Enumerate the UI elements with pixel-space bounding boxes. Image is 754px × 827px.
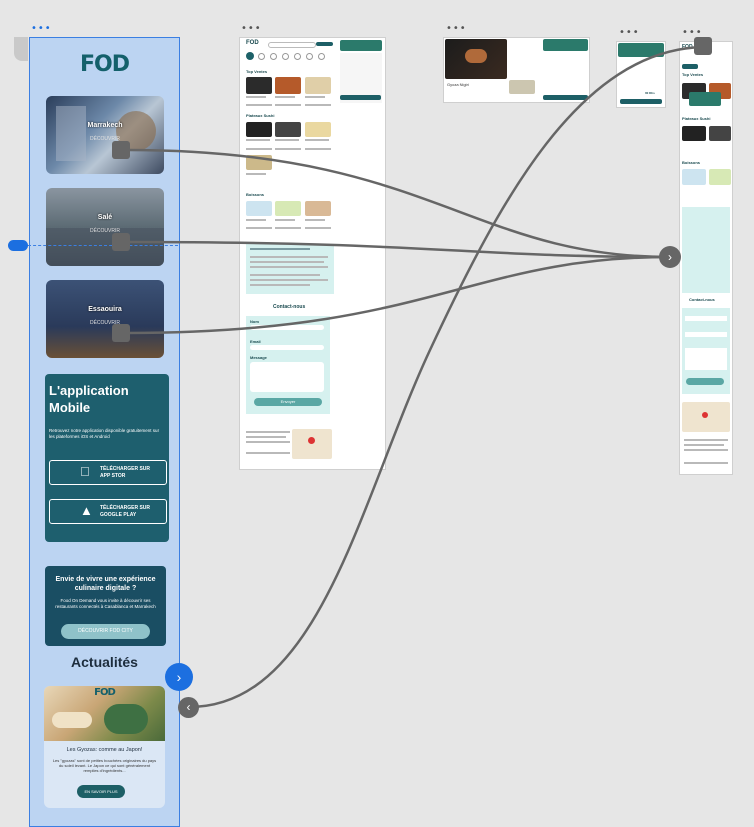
chevron-left-icon[interactable]: ‹ xyxy=(178,697,199,718)
android-icon: ▲ xyxy=(80,503,93,518)
preview-frame-product[interactable]: Gyoza Nigiri xyxy=(443,37,590,103)
contact-title: Contact-nous xyxy=(689,297,715,302)
fod-logo: FOD xyxy=(80,52,130,77)
send-button: Envoyer xyxy=(254,398,322,406)
city-card-sale[interactable]: Salé DÉCOUVRIR xyxy=(46,188,164,266)
chevron-right-icon[interactable]: › xyxy=(659,246,681,268)
discover-fod-city-button[interactable]: DÉCOUVRIR FOD CITY xyxy=(61,624,150,639)
city-card-essaouira[interactable]: Essaouira DÉCOUVRIR xyxy=(46,280,164,358)
about-block xyxy=(246,244,334,294)
googleplay-button[interactable]: ▲ TÉLÉCHARGER SUR GOOGLE PLAY xyxy=(49,499,167,524)
promo-title: Envie de vivre une expérience culinaire … xyxy=(55,576,156,592)
guide-line xyxy=(28,245,178,246)
product-name: Gyoza Nigiri xyxy=(447,82,469,87)
connector-origin-mobile xyxy=(694,37,712,55)
preview-frame-home[interactable]: FOD Top Ventes Plateaux Sushi Boissons C… xyxy=(239,37,386,470)
city-card-label: Salé xyxy=(97,214,113,221)
city-card-label: Marrakech xyxy=(87,122,123,129)
connector-essaouira xyxy=(126,255,671,335)
chevron-right-icon[interactable]: › xyxy=(165,663,193,691)
map-thumbnail xyxy=(682,402,730,432)
city-card-label: Essaouira xyxy=(88,306,122,313)
cart-total: 00 Dhs xyxy=(645,91,655,95)
frame-handle-dots[interactable]: ••• xyxy=(446,23,467,34)
news-logo: FOD xyxy=(94,687,116,698)
frame-tab xyxy=(14,37,28,61)
frame-handle-dots[interactable]: ••• xyxy=(241,23,262,34)
mobile-app-card: L'application Mobile Retrouvez notre app… xyxy=(45,374,169,542)
connector-origin-sale xyxy=(112,233,130,251)
apple-icon:  xyxy=(80,465,90,479)
field-label: Nom xyxy=(250,319,259,324)
map-thumbnail xyxy=(292,429,332,459)
category-icons-row xyxy=(246,52,336,62)
section-title: Top Ventes xyxy=(246,69,268,74)
section-title: Boissons xyxy=(682,160,701,165)
selected-frame[interactable]: FOD Marrakech DÉCOUVRIR Salé DÉCOUVRIR E… xyxy=(29,37,180,827)
frame-handle-dots[interactable]: ••• xyxy=(31,23,52,34)
connector-sale xyxy=(126,240,671,259)
app-desc: Retrouvez notre application disponible g… xyxy=(49,428,160,439)
section-title: Plateaux Sushi xyxy=(246,113,275,118)
section-title: Boissons xyxy=(246,192,265,197)
preview-frame-cart[interactable]: 00 Dhs xyxy=(616,41,666,108)
city-card-sub: DÉCOUVRIR xyxy=(89,136,120,142)
frame-handle-dots[interactable]: ••• xyxy=(682,27,703,38)
connector-origin-marrakech xyxy=(112,141,130,159)
read-more-button[interactable]: EN SAVOIR PLUS xyxy=(77,785,125,798)
news-heading: Actualités xyxy=(71,654,138,670)
news-desc: Les "gyozas" sont de petites bouchées or… xyxy=(52,758,157,773)
section-title: Plateaux Sushi xyxy=(682,116,711,121)
field-label: Email xyxy=(250,339,261,344)
promo-desc: Food On Demand vous invite à découvrir s… xyxy=(55,598,156,609)
city-card-sub: DÉCOUVRIR xyxy=(89,320,120,326)
frame-handle-dots[interactable]: ••• xyxy=(619,27,640,38)
news-image xyxy=(44,686,165,741)
connector-origin-essaouira xyxy=(112,324,130,342)
contact-form: Nom Email Message Envoyer xyxy=(246,316,330,414)
news-card[interactable]: FOD Les Gyozas: comme au Japon! Les "gyo… xyxy=(44,686,165,808)
about-block xyxy=(682,207,730,293)
promo-card: Envie de vivre une expérience culinaire … xyxy=(45,566,166,646)
connector-marrakech xyxy=(126,148,671,259)
product-image xyxy=(445,39,507,79)
appstore-label: TÉLÉCHARGER SUR APP STOR xyxy=(100,466,151,479)
connection-handle[interactable] xyxy=(8,240,28,251)
field-label: Message xyxy=(250,355,267,360)
app-title: L'application Mobile xyxy=(49,383,129,415)
connector-news xyxy=(188,45,704,709)
contact-title: Contact-nous xyxy=(273,304,306,310)
appstore-button[interactable]:  TÉLÉCHARGER SUR APP STOR xyxy=(49,460,167,485)
news-title: Les Gyozas: comme au Japon! xyxy=(66,747,143,753)
googleplay-label: TÉLÉCHARGER SUR GOOGLE PLAY xyxy=(100,505,151,518)
section-title: Top Ventes xyxy=(682,72,704,77)
city-card-sub: DÉCOUVRIR xyxy=(89,228,120,234)
preview-logo: FOD xyxy=(246,40,259,46)
preview-frame-mobile[interactable]: FOD Top Ventes Plateaux Sushi Boissons C… xyxy=(679,41,733,475)
contact-form xyxy=(682,308,730,394)
